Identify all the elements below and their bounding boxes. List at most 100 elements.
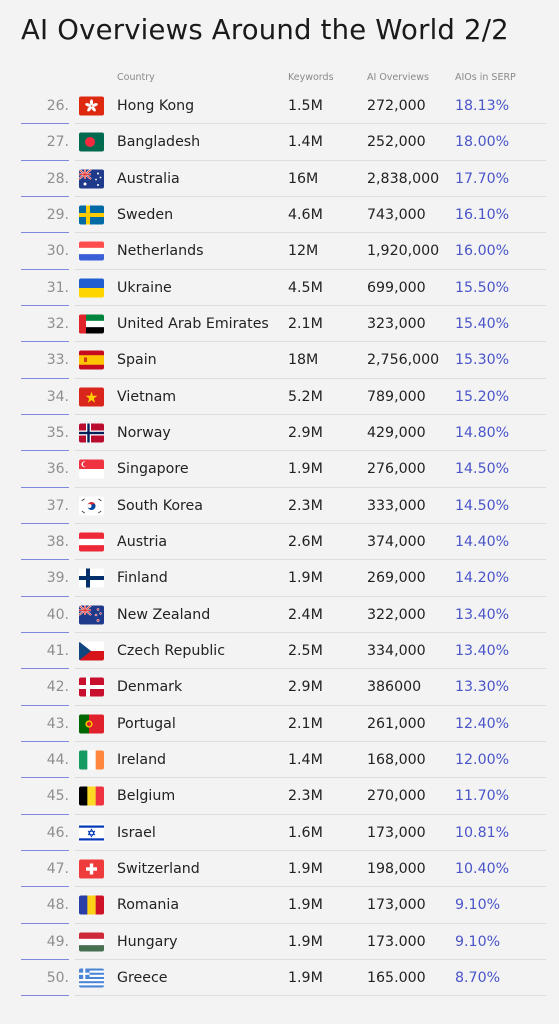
ireland-flag-icon	[79, 750, 104, 770]
ai-overviews-value: 168,000	[367, 752, 426, 769]
ai-overviews-value: 2,756,000	[367, 352, 440, 369]
country-name: Vietnam	[117, 388, 177, 405]
keywords-value: 1.4M	[288, 752, 323, 769]
ai-overviews-value: 252,000	[367, 134, 426, 151]
keywords-value: 2.3M	[288, 497, 323, 514]
row-divider	[75, 159, 546, 161]
country-name: Ireland	[117, 752, 167, 769]
rank-label: 50.	[46, 970, 69, 987]
country-name: United Arab Emirates	[117, 316, 269, 333]
rank-divider	[21, 304, 69, 306]
hong-kong-flag-icon	[79, 96, 104, 116]
aios-in-serp-value: 13.30%	[455, 679, 510, 696]
ai-overviews-value: 374,000	[367, 534, 426, 551]
ai-overviews-value: 743,000	[367, 207, 426, 224]
rank-label: 29.	[46, 207, 69, 224]
country-name: Bangladesh	[117, 134, 201, 151]
country-name: Denmark	[117, 679, 183, 696]
rank-label: 44.	[46, 752, 69, 769]
aios-in-serp-value: 14.50%	[455, 497, 510, 514]
aios-in-serp-value: 13.40%	[455, 643, 510, 660]
hungary-flag-icon	[79, 932, 104, 952]
country-name: Ukraine	[117, 279, 172, 296]
table-row: 50. Greece 1.9M 165.000 8.70%	[0, 960, 559, 997]
keywords-value: 2.3M	[288, 788, 323, 805]
israel-flag-icon	[79, 823, 104, 843]
bangladesh-flag-icon	[79, 132, 104, 152]
row-divider	[75, 486, 546, 488]
rank-label: 27.	[46, 134, 69, 151]
table-row: 39. Finland 1.9M 269,000 14.20%	[0, 560, 559, 597]
country-name: Czech Republic	[117, 643, 226, 660]
table-row: 35. Norway 2.9M 429,000 14.80%	[0, 415, 559, 452]
rank-label: 45.	[46, 788, 69, 805]
row-divider	[75, 450, 546, 452]
rank-divider	[21, 522, 69, 524]
czech-flag-icon	[79, 641, 104, 661]
table-row: 45. Belgium 2.3M 270,000 11.70%	[0, 778, 559, 815]
table-row: 31. Ukraine 4.5M 699,000 15.50%	[0, 270, 559, 306]
rank-label: 34.	[46, 388, 69, 405]
south-korea-flag-icon	[79, 496, 104, 516]
keywords-value: 2.1M	[288, 316, 323, 333]
keywords-value: 2.9M	[288, 679, 323, 696]
rank-divider	[21, 813, 69, 815]
table-row: 29. Sweden 4.6M 743,000 16.10%	[0, 197, 559, 234]
table-row: 37. South Korea 2.3M 333,000 14.50%	[0, 488, 559, 524]
table-row: 49. Hungary 1.9M 173.000 9.10%	[0, 924, 559, 960]
row-divider	[75, 740, 546, 742]
rank-divider	[21, 341, 69, 343]
aios-in-serp-value: 17.70%	[455, 170, 510, 187]
column-header-ai-overviews: AI Overviews	[367, 72, 429, 83]
ai-overviews-value: 333,000	[367, 497, 426, 514]
table-row: 41. Czech Republic 2.5M 334,000 13.40%	[0, 633, 559, 670]
table-row: 42. Denmark 2.9M 386000 13.30%	[0, 669, 559, 706]
rank-divider	[21, 595, 69, 597]
austria-flag-icon	[79, 532, 104, 552]
country-name: Belgium	[117, 788, 176, 805]
aios-in-serp-value: 10.81%	[455, 824, 510, 841]
aios-in-serp-value: 16.00%	[455, 243, 510, 260]
sweden-flag-icon	[79, 205, 104, 225]
chart-title: AI Overviews Around the World 2/2	[21, 14, 509, 46]
table-row: 32. United Arab Emirates 2.1M 323,000 15…	[0, 306, 559, 343]
keywords-value: 16M	[288, 170, 319, 187]
aios-in-serp-value: 8.70%	[455, 970, 501, 987]
rank-divider	[21, 232, 69, 234]
table-row: 26. Hong Kong 1.5M 272,000 18.13%	[0, 88, 559, 125]
rank-label: 41.	[46, 643, 69, 660]
rank-divider	[21, 123, 69, 125]
rank-label: 26.	[46, 98, 69, 115]
keywords-value: 2.6M	[288, 534, 323, 551]
keywords-value: 1.9M	[288, 861, 323, 878]
table-row: 28. Australia 16M 2,838,000 17.70%	[0, 161, 559, 197]
country-name: Hong Kong	[117, 98, 195, 115]
aios-in-serp-value: 16.10%	[455, 207, 510, 224]
ai-overviews-value: 173,000	[367, 897, 426, 914]
row-divider	[75, 522, 546, 524]
keywords-value: 5.2M	[288, 388, 323, 405]
ai-overviews-value: 269,000	[367, 570, 426, 587]
rank-label: 42.	[46, 679, 69, 696]
aios-in-serp-value: 14.50%	[455, 461, 510, 478]
row-divider	[75, 995, 546, 997]
rank-divider	[21, 849, 69, 851]
uae-flag-icon	[79, 314, 104, 334]
rank-label: 35.	[46, 425, 69, 442]
aios-in-serp-value: 15.30%	[455, 352, 510, 369]
ai-overviews-value: 270,000	[367, 788, 426, 805]
ai-overviews-value: 165.000	[367, 970, 426, 987]
belgium-flag-icon	[79, 786, 104, 806]
rank-divider	[21, 995, 69, 997]
aios-in-serp-value: 18.00%	[455, 134, 510, 151]
country-name: Netherlands	[117, 243, 204, 260]
table-row: 36. Singapore 1.9M 276,000 14.50%	[0, 451, 559, 488]
row-divider	[75, 631, 546, 633]
column-header-keywords: Keywords	[288, 72, 334, 83]
rank-divider	[21, 195, 69, 197]
aios-in-serp-value: 14.20%	[455, 570, 510, 587]
country-name: New Zealand	[117, 606, 211, 623]
row-divider	[75, 668, 546, 670]
rank-divider	[21, 740, 69, 742]
greece-flag-icon	[79, 968, 104, 988]
